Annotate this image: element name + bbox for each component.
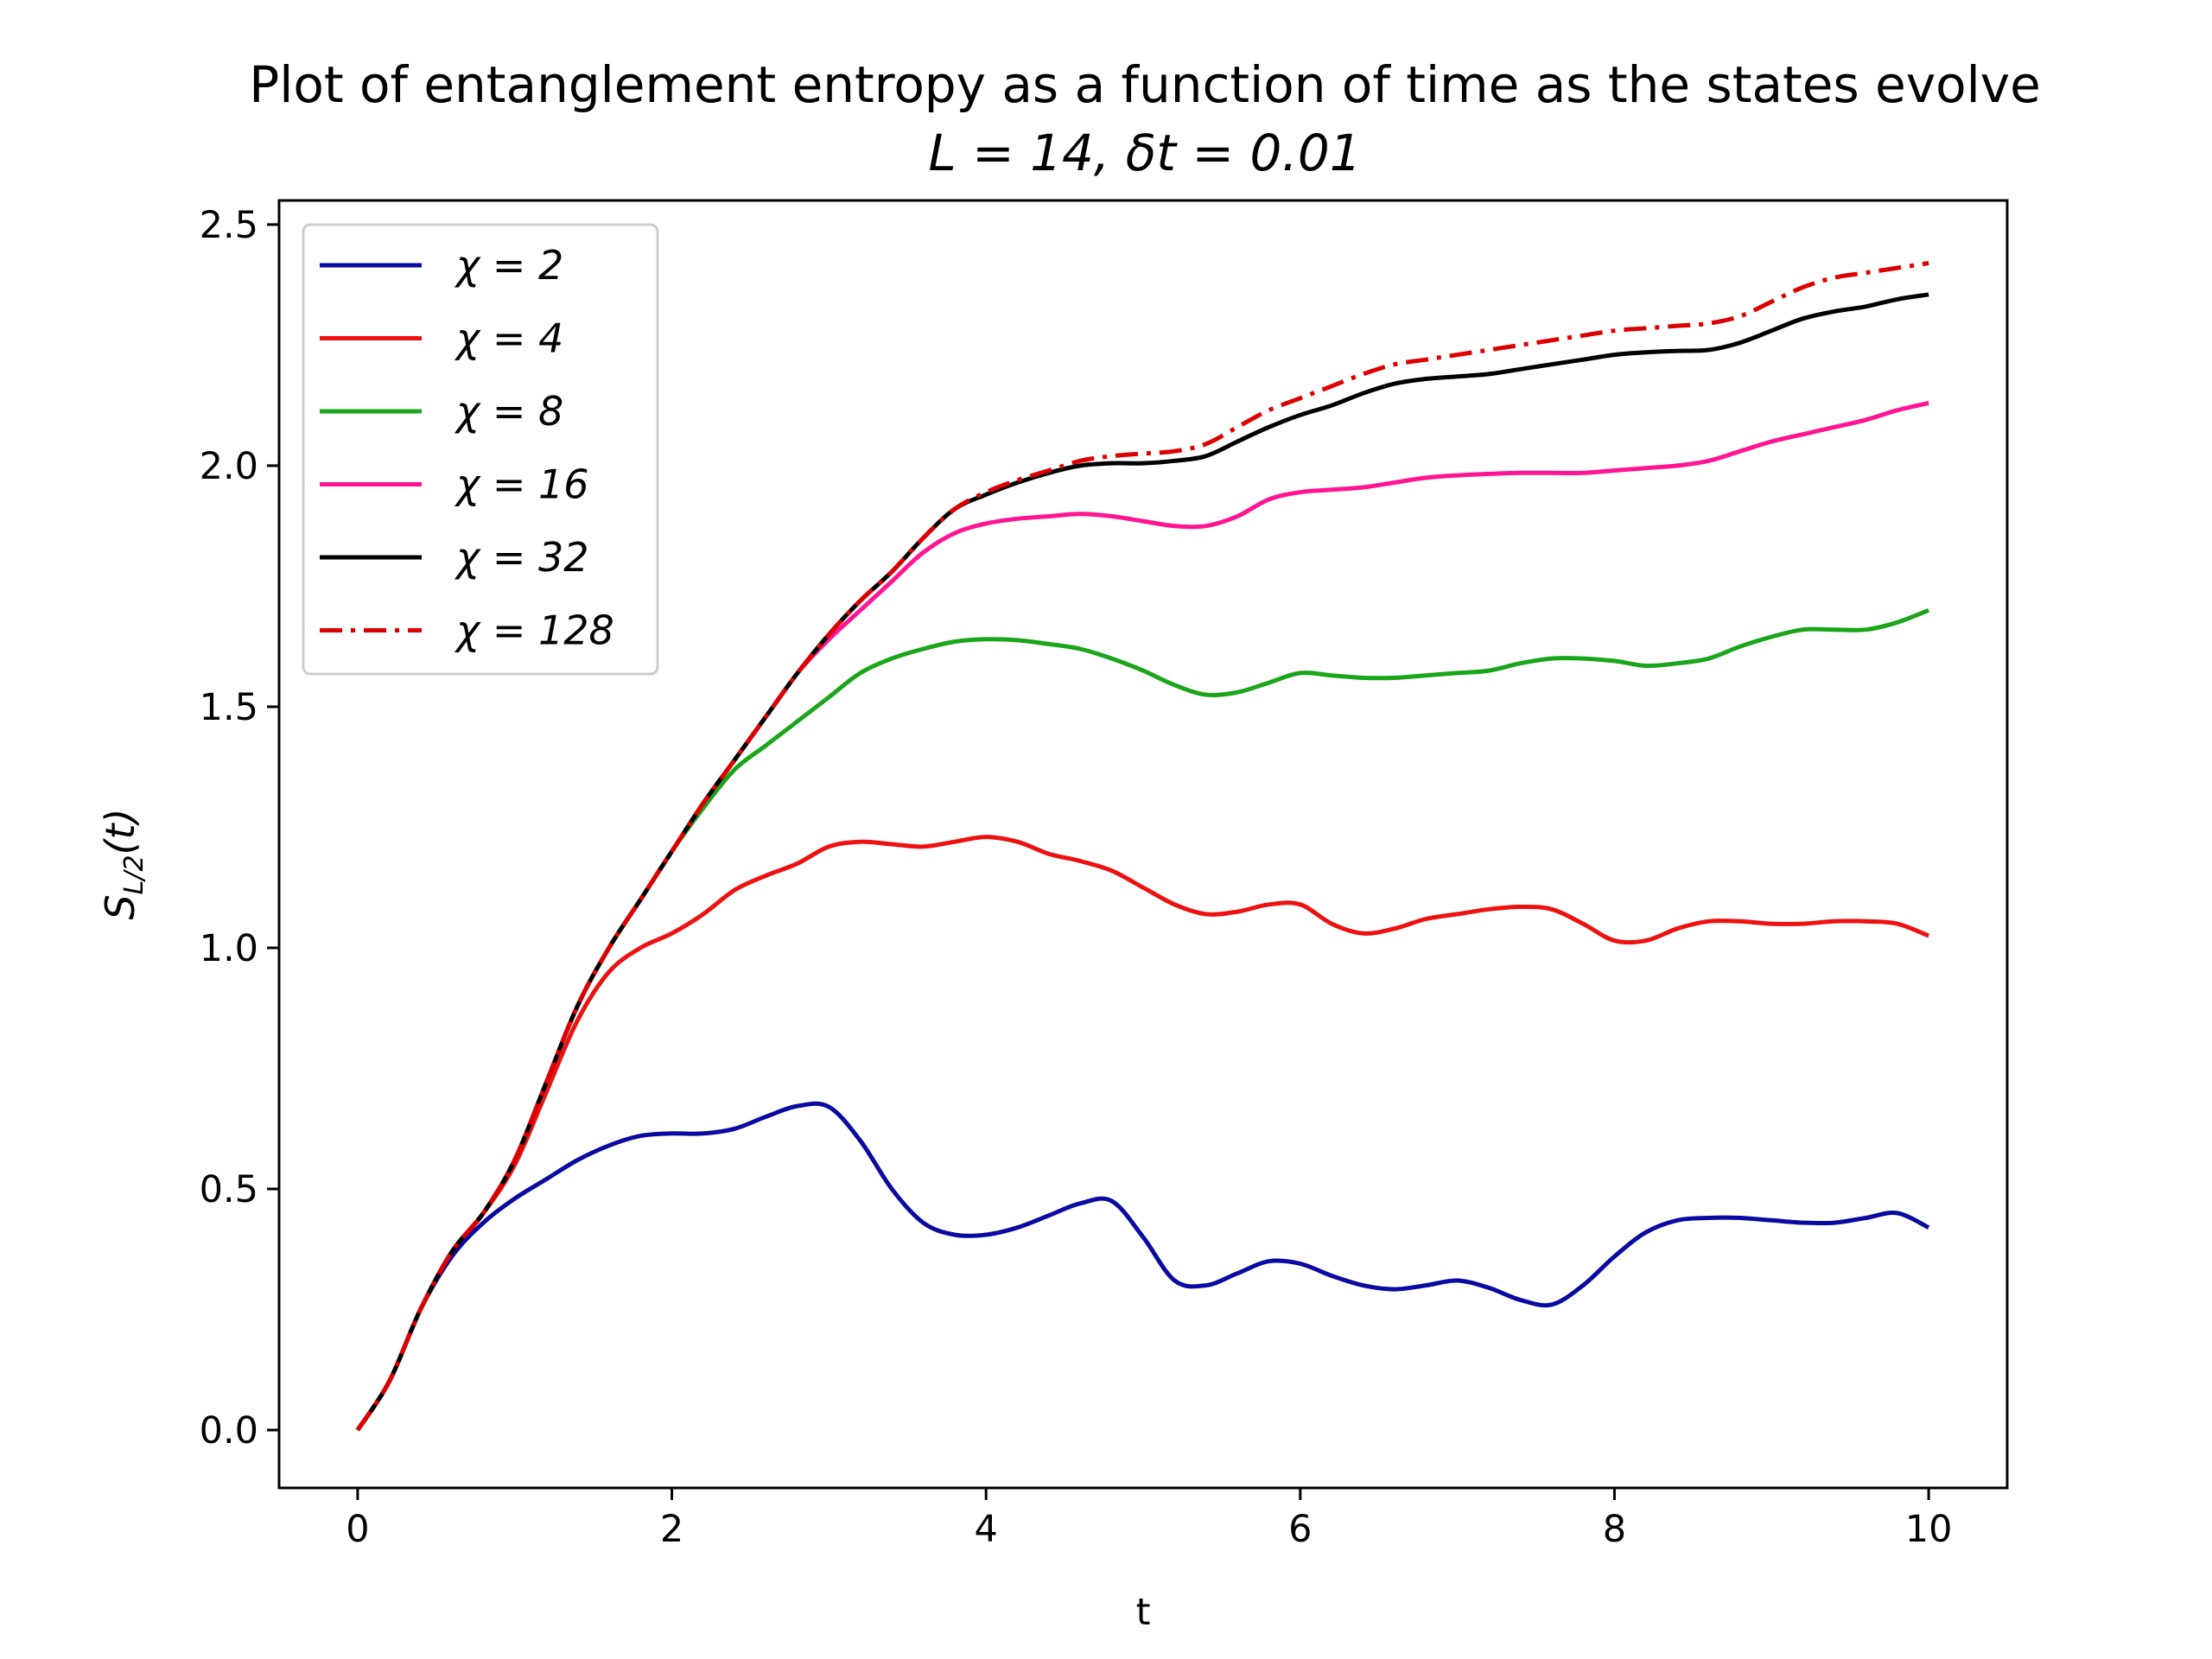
y-tick-label: 0.0 <box>200 1409 258 1452</box>
legend-label: χ = 2 <box>454 242 563 289</box>
legend-label: χ = 16 <box>454 461 589 508</box>
series-lines <box>355 261 1930 1432</box>
legend-label: χ = 32 <box>454 534 589 581</box>
y-axis: 0.0 0.5 1.0 1.5 2.0 2.5 <box>200 204 279 1452</box>
series-line-5 <box>355 261 1929 1432</box>
y-tick-label: 2.0 <box>200 445 258 488</box>
x-axis-label: t <box>1136 1591 1151 1634</box>
x-tick-label: 2 <box>660 1508 683 1551</box>
legend-label: χ = 128 <box>454 607 614 654</box>
legend: χ = 2 χ = 4 χ = 8 χ = 16 χ = 32 χ = 128 <box>302 223 659 676</box>
x-tick-label: 10 <box>1905 1508 1953 1551</box>
chart-title: Plot of entanglement entropy as a functi… <box>249 55 2041 114</box>
series-line-1 <box>355 835 1930 1432</box>
y-tick-label: 1.5 <box>200 686 258 729</box>
legend-label: χ = 8 <box>454 388 563 435</box>
x-tick-label: 0 <box>346 1508 369 1551</box>
x-tick-label: 8 <box>1603 1508 1626 1551</box>
y-tick-label: 1.0 <box>200 927 258 970</box>
chart-subtitle: L = 14, δt = 0.01 <box>928 124 1361 182</box>
series-line-0 <box>355 1101 1930 1432</box>
y-tick-label: 2.5 <box>200 204 258 247</box>
x-tick-label: 4 <box>975 1508 998 1551</box>
legend-label: χ = 4 <box>454 315 563 362</box>
plot-area <box>277 199 2009 1490</box>
series-line-4 <box>355 292 1929 1432</box>
x-tick-label: 6 <box>1288 1508 1312 1551</box>
y-tick-label: 0.5 <box>200 1168 258 1211</box>
x-axis: 0 2 4 6 8 10 <box>346 1488 1952 1551</box>
